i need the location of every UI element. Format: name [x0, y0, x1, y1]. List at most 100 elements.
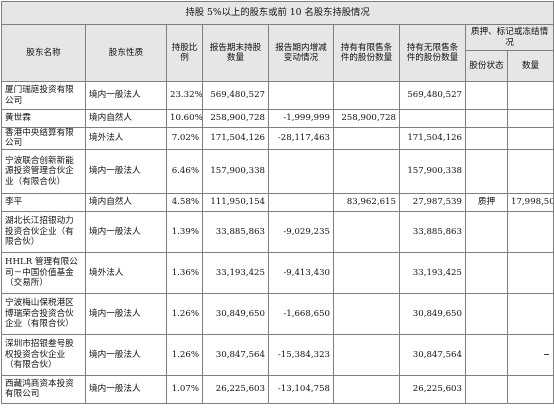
- cell-type: 境内一般法人: [85, 210, 167, 253]
- table-row: 西藏鸿商资本投资有限公司 境内一般法人 1.07% 26,225,603 -13…: [1, 374, 554, 404]
- cell-unrestricted: 27,987,539: [399, 192, 466, 212]
- cell-shares: 26,225,603: [202, 374, 269, 404]
- cell-change: [268, 192, 334, 212]
- cell-pledge-status: [465, 292, 508, 335]
- cell-type: 境内自然人: [85, 192, 167, 212]
- cell-pledge-amount: [506, 292, 554, 335]
- cell-shares: 258,900,728: [202, 109, 269, 128]
- cell-unrestricted: 157,900,338: [399, 148, 466, 194]
- cell-restricted: 83,962,615: [333, 192, 400, 212]
- cell-unrestricted: 30,847,564: [399, 333, 466, 376]
- cell-type: 境内一般法人: [85, 148, 167, 194]
- cell-change: [268, 81, 334, 110]
- cell-pledge-status: [465, 210, 508, 253]
- cell-pledge-amount: [506, 374, 554, 404]
- cell-pledge-status: [465, 374, 508, 404]
- cell-pledge-amount: [506, 127, 554, 150]
- cell-restricted: [333, 148, 400, 194]
- cell-type: 境内一般法人: [85, 333, 167, 376]
- cell-pledge-status: [465, 148, 508, 194]
- header-pledge-group: 质押、标记或冻结情况: [464, 24, 554, 51]
- cell-type: 境外法人: [85, 251, 167, 294]
- dash-mark: [544, 354, 550, 356]
- cell-name: 黄世霖: [1, 109, 86, 128]
- cell-restricted: [333, 81, 400, 110]
- cell-name: 厦门瑞庭投资有限公司: [1, 81, 86, 110]
- cell-pledge-amount: [506, 148, 554, 194]
- header-pledge-amount: 数量: [506, 50, 554, 82]
- cell-shares: 569,480,527: [202, 81, 269, 110]
- cell-unrestricted: 33,193,425: [399, 251, 466, 294]
- cell-change: -15,384,323: [268, 333, 334, 376]
- table-row: HHLR 管理有限公司－中国价值基金（交易所） 境外法人 1.36% 33,19…: [1, 251, 554, 294]
- cell-type: 境外法人: [85, 127, 167, 150]
- table-row: 宁波联合创新新能源投资管理合伙企业（有限合伙） 境内一般法人 6.46% 157…: [1, 148, 554, 194]
- cell-shares: 33,885,863: [202, 210, 269, 253]
- cell-name: 李平: [1, 192, 86, 212]
- cell-unrestricted: 171,504,126: [399, 127, 466, 150]
- cell-ratio: 1.26%: [166, 333, 203, 376]
- cell-type: 境内一般法人: [85, 292, 167, 335]
- cell-restricted: [333, 210, 400, 253]
- cell-name: 香港中央结算有限公司: [1, 127, 86, 150]
- table-row: 湖北长江招银动力投资合伙企业（有限合伙） 境内一般法人 1.39% 33,885…: [1, 210, 554, 253]
- cell-ratio: 1.36%: [166, 251, 203, 294]
- cell-pledge-status: [465, 127, 508, 150]
- cell-pledge-status: [465, 109, 508, 128]
- cell-unrestricted: 569,480,527: [399, 81, 466, 110]
- cell-ratio: 1.39%: [166, 210, 203, 253]
- header-type: 股东性质: [85, 24, 167, 82]
- cell-ratio: 23.32%: [166, 81, 203, 110]
- table-row: 香港中央结算有限公司 境外法人 7.02% 171,504,126 -28,11…: [1, 127, 554, 150]
- cell-pledge-status: [465, 81, 508, 110]
- table-row: 黄世霖 境内自然人 10.60% 258,900,728 -1,999,999 …: [1, 109, 554, 128]
- cell-change: -13,104,758: [268, 374, 334, 404]
- cell-restricted: [333, 292, 400, 335]
- cell-shares: 30,847,564: [202, 333, 269, 376]
- cell-shares: 157,900,338: [202, 148, 269, 194]
- cell-shares: 30,849,650: [202, 292, 269, 335]
- cell-name: HHLR 管理有限公司－中国价值基金（交易所）: [1, 251, 86, 294]
- cell-name: 深圳市招银叁号股权投资合伙企业（有限合伙）: [1, 333, 86, 376]
- table-title: 持股 5%以上的股东或前 10 名股东持股情况: [0, 1, 554, 25]
- cell-pledge-amount: [506, 333, 554, 376]
- cell-shares: 111,950,154: [202, 192, 269, 212]
- cell-ratio: 1.07%: [166, 374, 203, 404]
- cell-ratio: 7.02%: [166, 127, 203, 150]
- header-name: 股东名称: [1, 24, 86, 82]
- header-restricted: 持有有限售条件的股份数量: [333, 24, 400, 82]
- header-shares: 报告期末持股数量: [202, 24, 269, 82]
- cell-change: [268, 148, 334, 194]
- cell-unrestricted: 30,849,650: [399, 292, 466, 335]
- cell-name: 宁波梅山保税港区博瑞荣合投资合伙企业（有限合伙）: [1, 292, 86, 335]
- cell-shares: 33,193,425: [202, 251, 269, 294]
- cell-change: -9,413,430: [268, 251, 334, 294]
- header-ratio: 持股比例: [166, 24, 203, 82]
- table-row: 李平 境内自然人 4.58% 111,950,154 83,962,615 27…: [1, 192, 554, 212]
- cell-restricted: [333, 374, 400, 404]
- cell-restricted: [333, 251, 400, 294]
- cell-restricted: 258,900,728: [333, 109, 400, 128]
- cell-change: -1,999,999: [268, 109, 334, 128]
- cell-name: 西藏鸿商资本投资有限公司: [1, 374, 86, 404]
- cell-change: -9,029,235: [268, 210, 334, 253]
- cell-name: 湖北长江招银动力投资合伙企业（有限合伙）: [1, 210, 86, 253]
- cell-unrestricted: 33,885,863: [399, 210, 466, 253]
- cell-pledge-status: [465, 333, 508, 376]
- cell-change: -28,117,463: [268, 127, 334, 150]
- table-row: 厦门瑞庭投资有限公司 境内一般法人 23.32% 569,480,527 569…: [1, 81, 554, 110]
- header-unrestricted: 持有无限售条件的股份数量: [399, 24, 466, 82]
- cell-unrestricted: [399, 109, 466, 128]
- cell-name: 宁波联合创新新能源投资管理合伙企业（有限合伙）: [1, 148, 86, 194]
- cell-change: -1,668,650: [268, 292, 334, 335]
- cell-type: 境内一般法人: [85, 374, 167, 404]
- table-row: 宁波梅山保税港区博瑞荣合投资合伙企业（有限合伙） 境内一般法人 1.26% 30…: [1, 292, 554, 335]
- cell-pledge-amount: [506, 109, 554, 128]
- cell-ratio: 4.58%: [166, 192, 203, 212]
- cell-pledge-amount: [506, 81, 554, 110]
- cell-pledge-status: 质押: [465, 192, 508, 212]
- cell-ratio: 6.46%: [166, 148, 203, 194]
- shareholder-table: 持股 5%以上的股东或前 10 名股东持股情况 股东名称 股东性质 持股比例 报…: [0, 1, 554, 404]
- table-row: 深圳市招银叁号股权投资合伙企业（有限合伙） 境内一般法人 1.26% 30,84…: [1, 333, 554, 376]
- cell-pledge-status: [465, 251, 508, 294]
